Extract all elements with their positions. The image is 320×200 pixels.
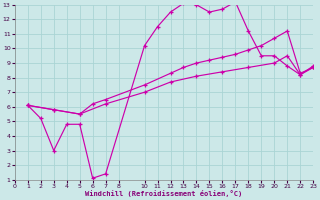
X-axis label: Windchill (Refroidissement éolien,°C): Windchill (Refroidissement éolien,°C) <box>85 190 243 197</box>
